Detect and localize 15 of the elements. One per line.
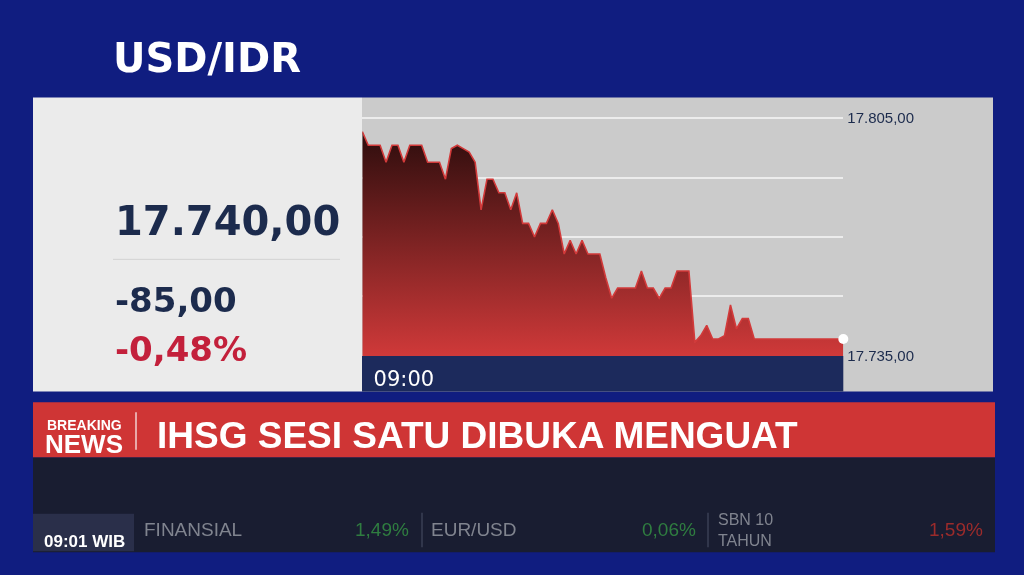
text: SBN 10 TAHUN bbox=[718, 511, 774, 549]
text: 09:01 WIB bbox=[44, 532, 126, 551]
text: -85,00 bbox=[115, 280, 237, 320]
text: -0,48% bbox=[115, 329, 248, 369]
chart-title: USD/IDR bbox=[113, 35, 301, 81]
text: FINANSIAL bbox=[144, 519, 243, 540]
text: 1,59% bbox=[929, 519, 983, 540]
text: 0,06% bbox=[642, 519, 696, 540]
y-tick-label: 17.805,00 bbox=[847, 109, 915, 127]
text: 17.740,00 bbox=[115, 198, 341, 244]
y-tick-label: 17.735,00 bbox=[847, 347, 915, 365]
x-tick-label: 09:00 bbox=[373, 366, 435, 391]
text: IHSG SESI SATU DIBUKA MENGUAT bbox=[157, 415, 799, 456]
text: EUR/USD bbox=[431, 519, 517, 540]
text: 1,49% bbox=[355, 519, 409, 540]
